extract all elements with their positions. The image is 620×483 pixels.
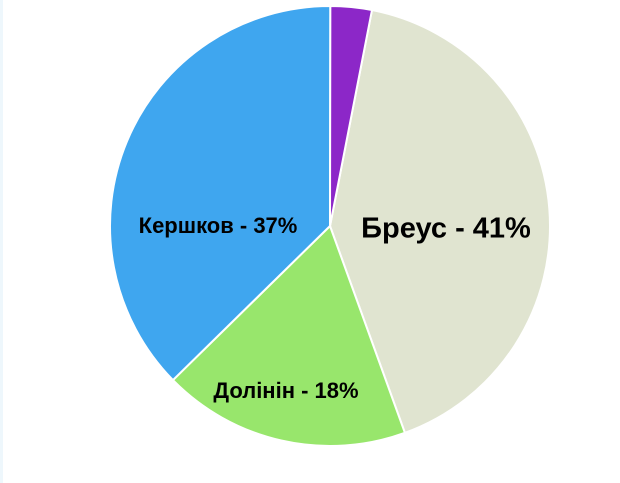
pie-slice-2 [108,4,332,382]
pie-slice-3 [329,4,374,227]
pie-slices [108,4,552,447]
pie-labels: Бреус - 41% Долінін - 18% Кершков - 37% [139,213,531,403]
pie-slice-1 [171,224,407,447]
slice-label-0: Бреус - 41% [361,213,531,245]
slice-label-1: Долінін - 18% [213,378,358,403]
slice-label-2: Кершков - 37% [139,213,298,238]
left-edge-strip [0,0,3,483]
pie-slice-0 [328,8,552,435]
